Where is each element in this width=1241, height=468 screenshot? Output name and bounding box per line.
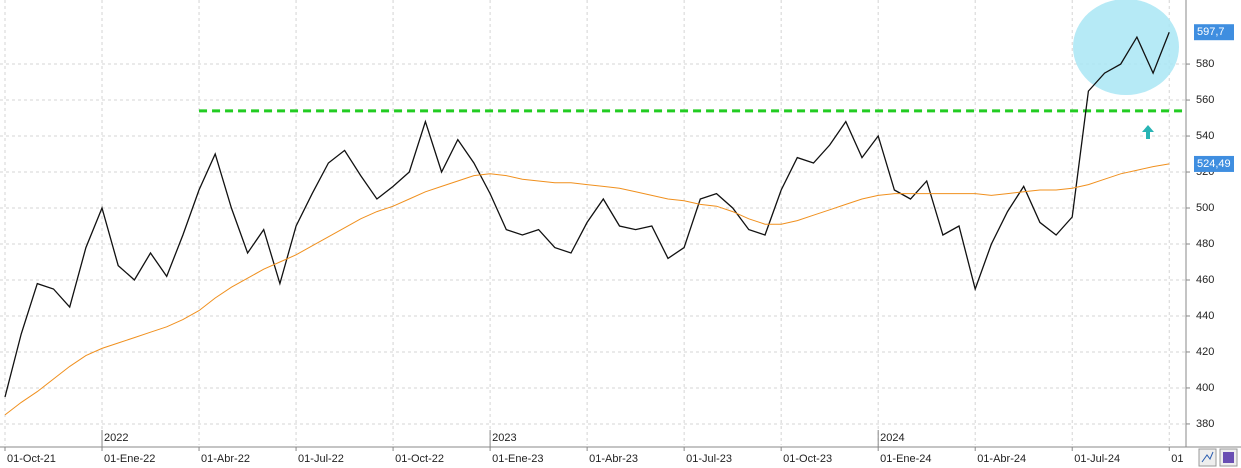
year-label: 2022 [104, 432, 128, 444]
x-tick-label: 01-Oct-21 [7, 453, 56, 465]
last-value-label: 524,49 [1197, 158, 1231, 170]
zoom-button[interactable] [1198, 448, 1217, 467]
x-tick-label: 01-Oct-23 [783, 453, 832, 465]
x-tick-label: 01-Ene-23 [492, 453, 543, 465]
save-icon [1223, 452, 1234, 463]
x-tick-label: 01-Abr-22 [201, 453, 250, 465]
x-tick-label: 01-Jul-24 [1074, 453, 1120, 465]
y-tick-label: 400 [1196, 382, 1214, 394]
y-tick-label: 480 [1196, 238, 1214, 250]
x-tick-label: 01-Oct-22 [395, 453, 444, 465]
y-tick-label: 560 [1196, 94, 1214, 106]
price-line [4, 31, 1170, 398]
y-tick-label: 460 [1196, 274, 1214, 286]
x-tick-label: 01-Jul-22 [298, 453, 344, 465]
x-tick-label: 01-Abr-23 [589, 453, 638, 465]
up-arrow [1142, 125, 1154, 139]
price-line [4, 163, 1170, 416]
x-tick-label: 01-Ene-22 [104, 453, 155, 465]
last-value-box [1194, 24, 1234, 41]
x-tick-label: 01-Abr-24 [977, 453, 1026, 465]
x-tick-label: 01-Ene-24 [880, 453, 931, 465]
x-tick-label: 01-Jul-23 [686, 453, 732, 465]
y-tick-label: 420 [1196, 346, 1214, 358]
last-value-box [1194, 155, 1234, 172]
y-tick-label: 580 [1196, 58, 1214, 70]
y-tick-label: 540 [1196, 130, 1214, 142]
year-label: 2024 [880, 432, 904, 444]
x-tick-label: 01 [1171, 453, 1183, 465]
y-tick-label: 440 [1196, 310, 1214, 322]
zoom-icon [1201, 451, 1214, 463]
y-tick-label: 500 [1196, 202, 1214, 214]
toolbar-icons[interactable] [1198, 448, 1238, 467]
y-tick-label: 380 [1196, 418, 1214, 430]
year-label: 2023 [492, 432, 516, 444]
last-value-label: 597,7 [1197, 26, 1225, 38]
